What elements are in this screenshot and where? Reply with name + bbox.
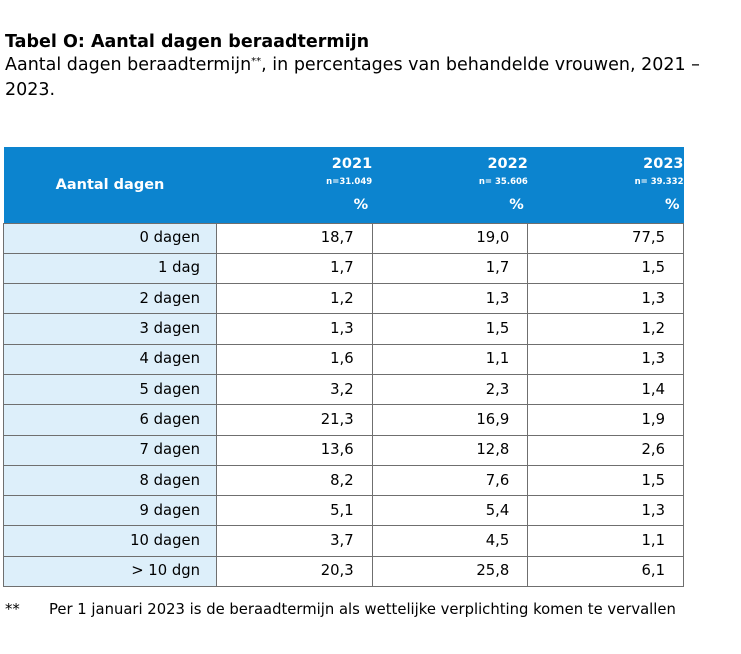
column-unit: % (509, 197, 524, 214)
row-label: 1 dag (3, 252, 217, 285)
column-header-2022: 2022 n= 35.606 % (372, 147, 528, 223)
cell-2022: 5,4 (371, 495, 529, 527)
table-row: 10 dagen 3,7 4,5 1,1 (3, 525, 684, 557)
cell-2023: 1,9 (527, 404, 684, 436)
table-row: 4 dagen 1,6 1,1 1,3 (3, 343, 684, 375)
table-row: 3 dagen 1,3 1,5 1,2 (3, 313, 684, 345)
cell-2021: 3,2 (216, 373, 373, 406)
cell-2021: 1,2 (216, 283, 373, 315)
row-label: 0 dagen (3, 222, 217, 254)
row-label: 6 dagen (3, 404, 217, 436)
row-label: 9 dagen (3, 495, 217, 527)
table-row: 0 dagen 18,7 19,0 77,5 (3, 222, 684, 254)
cell-2023: 77,5 (527, 222, 684, 254)
table-row: 7 dagen 13,6 12,8 2,6 (3, 434, 684, 466)
column-sample-size: n= 39.332 (634, 177, 684, 188)
row-header-cell: Aantal dagen (3, 147, 217, 223)
cell-2021: 1,6 (216, 343, 373, 375)
cell-2023: 1,2 (527, 313, 684, 345)
cell-2022: 2,3 (371, 373, 529, 406)
column-sample-size: n=31.049 (326, 177, 373, 188)
cell-2022: 16,9 (371, 404, 529, 436)
row-label: 2 dagen (3, 283, 217, 315)
column-year: 2022 (487, 156, 528, 173)
cell-2022: 1,3 (371, 283, 529, 315)
table-row: 9 dagen 5,1 5,4 1,3 (3, 495, 684, 527)
cell-2023: 6,1 (527, 555, 684, 588)
table-header-row: Aantal dagen 2021 n=31.049 % 2022 n= 35.… (3, 147, 684, 223)
subtitle-rest: , in percentages van behandelde vrouwen,… (5, 55, 700, 100)
column-unit: % (353, 197, 369, 214)
table-row: 6 dagen 21,3 16,9 1,9 (3, 404, 684, 436)
row-label: 7 dagen (3, 434, 217, 466)
subtitle-main: Aantal dagen beraadtermijn (5, 55, 252, 75)
cell-2021: 5,1 (216, 495, 373, 527)
cell-2022: 1,5 (371, 313, 529, 345)
cell-2021: 3,7 (216, 525, 373, 557)
cell-2023: 1,5 (527, 464, 684, 497)
column-sample-size: n= 35.606 (478, 177, 528, 188)
cell-2021: 1,7 (216, 252, 373, 285)
cell-2023: 2,6 (527, 434, 684, 466)
cell-2022: 25,8 (371, 555, 529, 588)
footnote-mark: ** (5, 601, 20, 618)
table-title: Tabel O: Aantal dagen beraadtermijn (5, 32, 370, 52)
cell-2022: 1,7 (371, 252, 529, 285)
cell-2022: 4,5 (371, 525, 529, 557)
row-label: 8 dagen (3, 464, 217, 497)
cell-2021: 13,6 (216, 434, 373, 466)
table-row: 8 dagen 8,2 7,6 1,5 (3, 464, 684, 497)
cell-2021: 1,3 (216, 313, 373, 345)
column-header-2021: 2021 n=31.049 % (216, 147, 373, 223)
cell-2021: 20,3 (216, 555, 373, 588)
table-row: 2 dagen 1,2 1,3 1,3 (3, 283, 684, 315)
table-subtitle: Aantal dagen beraadtermijn**, in percent… (5, 54, 705, 101)
cell-2021: 18,7 (216, 222, 373, 254)
row-label: 5 dagen (3, 373, 217, 406)
cell-2021: 21,3 (216, 404, 373, 436)
column-year: 2023 (643, 156, 684, 173)
cell-2023: 1,3 (527, 495, 684, 527)
footnote-text: Per 1 januari 2023 is de beraadtermijn a… (49, 601, 676, 618)
data-table: Aantal dagen 2021 n=31.049 % 2022 n= 35.… (3, 147, 684, 588)
cell-2023: 1,1 (527, 525, 684, 557)
cell-2022: 7,6 (371, 464, 529, 497)
table-row: 1 dag 1,7 1,7 1,5 (3, 252, 684, 285)
cell-2022: 1,1 (371, 343, 529, 375)
cell-2023: 1,5 (527, 252, 684, 285)
table-row: > 10 dgn 20,3 25,8 6,1 (3, 555, 684, 588)
row-label: 3 dagen (3, 313, 217, 345)
row-label: > 10 dgn (3, 555, 217, 588)
column-unit: % (664, 197, 680, 214)
row-label: 4 dagen (3, 343, 217, 375)
cell-2021: 8,2 (216, 464, 373, 497)
column-header-2023: 2023 n= 39.332 % (527, 147, 684, 223)
cell-2023: 1,3 (527, 283, 684, 315)
column-year: 2021 (331, 156, 373, 173)
cell-2022: 12,8 (371, 434, 529, 466)
subtitle-footnote-mark: ** (251, 56, 262, 67)
cell-2023: 1,4 (527, 373, 684, 406)
cell-2022: 19,0 (371, 222, 529, 254)
row-label: 10 dagen (3, 525, 217, 557)
cell-2023: 1,3 (527, 343, 684, 375)
table-row: 5 dagen 3,2 2,3 1,4 (3, 373, 684, 406)
